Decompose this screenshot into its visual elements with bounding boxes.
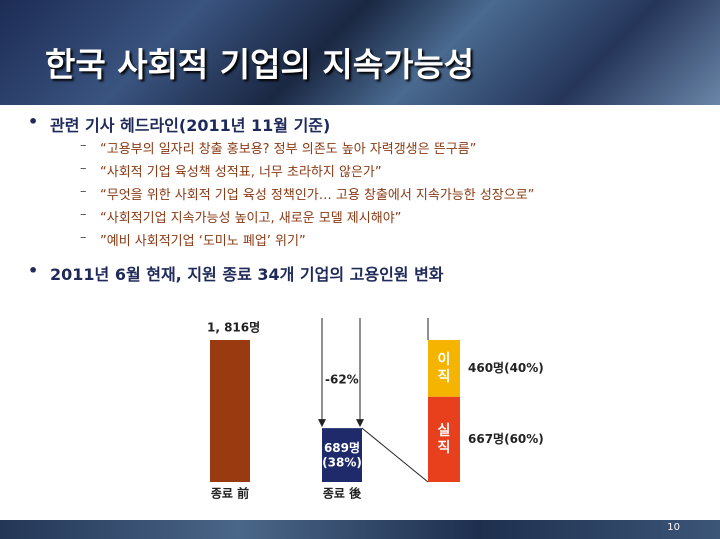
change-label: -62% [325,373,359,387]
category-label: 종료 前 [211,486,249,501]
value-label: 689명 (38%) [322,440,362,468]
slide-title: 한국 사회적 기업의 지속가능성 [45,45,475,84]
stacked-segment [428,340,460,397]
bullet: 관련 기사 헤드라인(2011년 11월 기준) [28,112,330,136]
stacked-segment [428,396,460,482]
connector [361,427,429,483]
sub-bullet: ”예비 사회적기업 ‘도미노 폐업’ 위기” [80,230,306,249]
bullet: 2011년 6월 현재, 지원 종료 34개 기업의 고용인원 변화 [28,261,444,285]
sub-bullet: “사회적 기업 육성책 성적표, 너무 초라하지 않은가” [80,161,382,180]
bar [322,428,362,482]
sub-bullet: “고용부의 일자리 창출 홍보용? 정부 의존도 높아 자력갱생은 뜬구름” [80,138,476,157]
footer-strip [0,520,720,539]
value-label: 1, 816명 [207,321,260,335]
title-banner [0,0,720,105]
segment-label: 460명(40%) [468,361,544,375]
sub-bullet: “무엇을 위한 사회적 기업 육성 정책인가… 고용 창출에서 지속가능한 성장… [80,184,534,203]
sub-bullet: “사회적기업 지속가능성 높이고, 새로운 모델 제시해야” [80,207,401,226]
bar [210,340,250,482]
category-label: 종료 後 [323,486,362,501]
segment-label: 667명(60%) [468,432,544,446]
page-number: 10 [667,522,680,533]
